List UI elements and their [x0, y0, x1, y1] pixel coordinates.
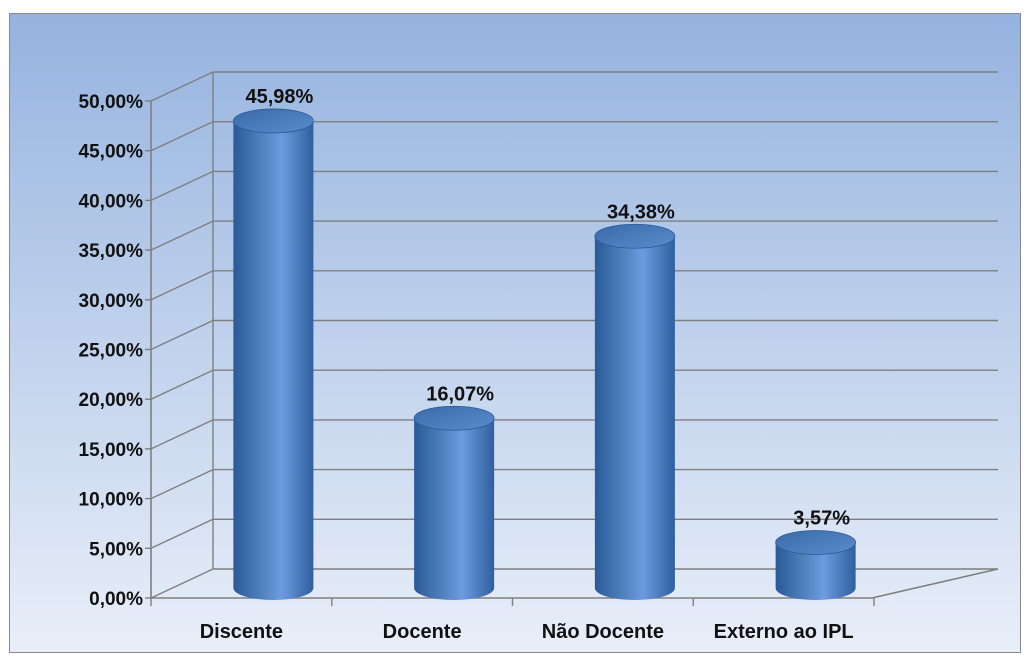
bar-top [413, 405, 495, 431]
bar-body [414, 418, 495, 600]
bar-top [594, 223, 676, 249]
y-tick-label: 0,00% [89, 589, 143, 610]
chart-svg: 0,00% 5,00% 10,00% 15,00% 20,00% 25,00% 30,00%… [10, 14, 1020, 652]
axis-layer [145, 100, 999, 606]
y-tick-label: 45,00% [79, 142, 144, 163]
side-wall-gridline [150, 270, 214, 301]
category-label: Docente [383, 621, 462, 643]
bar-0 [232, 108, 314, 600]
bar-top [775, 530, 857, 555]
y-tick-label: 40,00% [79, 191, 144, 212]
y-tick-label: 15,00% [79, 440, 144, 461]
y-tick-label: 50,00% [79, 92, 144, 113]
bar-body [233, 120, 314, 600]
y-tick-label: 20,00% [79, 390, 144, 411]
side-wall-gridline [150, 518, 214, 549]
data-label: 45,98% [245, 86, 313, 108]
category-label: Discente [200, 621, 283, 643]
side-wall-gridline [150, 369, 214, 400]
bar-layer [232, 108, 857, 600]
chart-frame: 0,00% 5,00% 10,00% 15,00% 20,00% 25,00% 30,00%… [9, 13, 1021, 653]
side-wall-gridline [150, 220, 214, 251]
bar-body [594, 236, 675, 600]
side-wall-gridline [150, 568, 214, 599]
chart-background [10, 14, 1020, 652]
side-wall-gridline [150, 121, 214, 152]
category-label: Externo ao IPL [714, 621, 854, 643]
y-tick-label: 5,00% [89, 539, 143, 560]
y-tick-label: 30,00% [79, 291, 144, 312]
bar-2 [594, 223, 676, 600]
bar-top [232, 108, 314, 134]
y-tick-label: 35,00% [79, 241, 144, 262]
side-wall-gridline [150, 419, 214, 450]
side-wall-gridline [150, 468, 214, 500]
bar-1 [413, 405, 495, 600]
x-axis-floor [151, 568, 999, 599]
side-wall-gridline [150, 319, 214, 351]
side-wall-gridline [150, 170, 214, 202]
data-label: 34,38% [607, 201, 675, 223]
bar-body [775, 542, 856, 600]
y-tick-label: 25,00% [79, 341, 144, 362]
category-label: Não Docente [542, 621, 664, 643]
bar-3 [775, 530, 857, 600]
y-tick-label: 10,00% [79, 490, 144, 511]
data-label: 16,07% [426, 383, 494, 405]
side-wall-gridline [150, 71, 214, 102]
label-layer: 0,00% 5,00% 10,00% 15,00% 20,00% 25,00% 30,00%… [79, 86, 854, 643]
data-label: 3,57% [793, 508, 850, 530]
